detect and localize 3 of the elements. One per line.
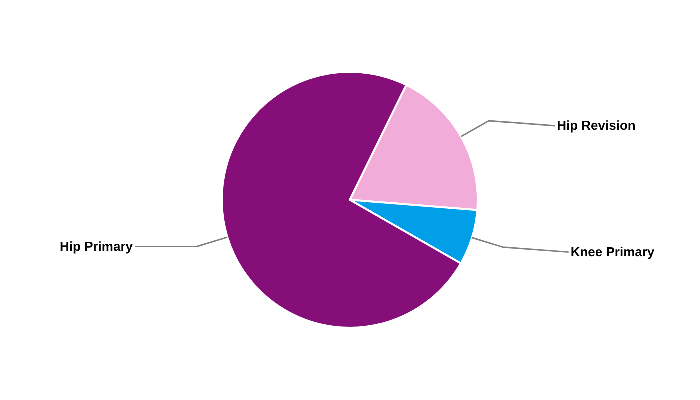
slice-label: Hip Revision: [557, 118, 636, 133]
slice-label: Hip Primary: [60, 238, 134, 254]
slice-label: Knee Primary: [570, 244, 656, 260]
